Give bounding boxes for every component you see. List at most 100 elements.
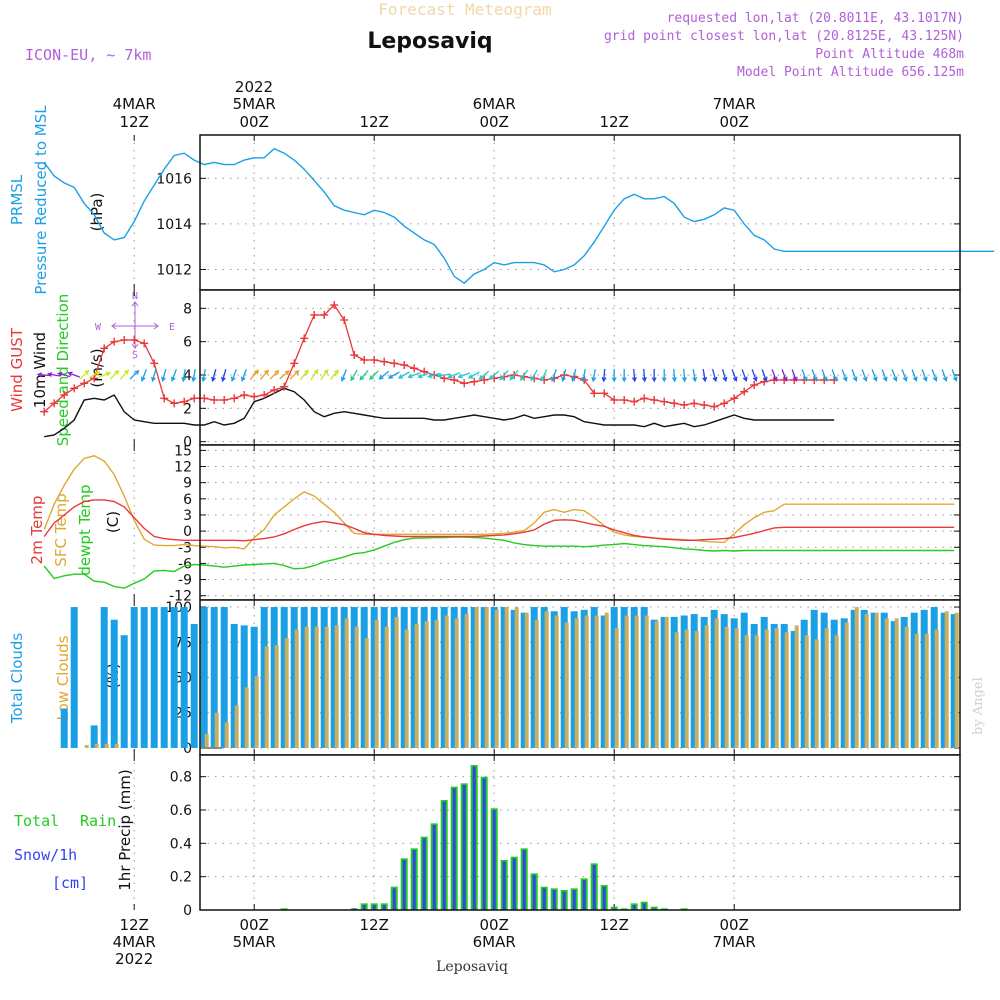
credit-watermark: by Angel <box>971 677 986 735</box>
gust-marker <box>220 396 229 404</box>
dewpt-label: dewpt Temp <box>76 484 94 575</box>
bar-low-clouds <box>244 687 249 748</box>
bar-low-clouds <box>294 629 299 748</box>
bar-total-clouds <box>210 607 218 748</box>
bar-low-clouds <box>954 612 959 748</box>
y-tick-label: 3 <box>183 508 192 524</box>
panel-bg <box>200 755 960 910</box>
bar-rain <box>680 908 688 910</box>
bar-low-clouds <box>884 618 889 748</box>
bar-total-clouds <box>420 607 428 748</box>
bar-total-clouds <box>250 626 258 748</box>
bar-total-clouds <box>310 607 318 748</box>
gust-marker <box>70 384 79 393</box>
wind-arrow <box>289 369 300 380</box>
bar-total-clouds <box>710 609 718 748</box>
wind-arrow <box>831 369 838 382</box>
bar-total-clouds <box>760 616 768 748</box>
bar-total-clouds <box>350 607 358 748</box>
bar-total-clouds <box>370 607 378 748</box>
bottom-hour-label: 12Z <box>360 916 389 934</box>
bar-low-clouds <box>544 611 549 748</box>
gust-marker <box>150 359 159 368</box>
snow-label: Snow/1h <box>14 846 77 864</box>
bar-low-clouds <box>824 628 829 748</box>
bar-low-clouds <box>84 745 89 748</box>
grid-point-coords: grid point closest lon,lat (20.8125E, 43… <box>604 29 964 44</box>
wind-arrow <box>671 368 677 383</box>
bar-low-clouds <box>594 615 599 748</box>
bar-total-clouds <box>700 616 708 748</box>
panel-bg <box>200 135 960 290</box>
gust-marker <box>230 394 239 403</box>
top-date-label: 7MAR <box>713 95 756 113</box>
gust-marker <box>130 336 139 344</box>
bar-total-clouds <box>840 618 848 748</box>
gust-marker <box>600 389 609 398</box>
wind-arrow <box>951 369 958 382</box>
bar-snow <box>412 850 416 910</box>
wind-arrow <box>561 369 567 383</box>
bar-total-clouds <box>680 615 688 748</box>
wind-arrow <box>397 371 410 379</box>
product-title: Forecast Meteogram <box>378 0 551 19</box>
wind-arrow <box>240 369 247 382</box>
bar-total-clouds <box>940 612 948 748</box>
bar-total-clouds <box>240 625 248 748</box>
bar-snow <box>372 905 376 910</box>
y-tick-label: 0.2 <box>170 870 192 886</box>
wind-arrow <box>741 369 748 382</box>
wind-arrow <box>851 369 858 382</box>
gust-marker <box>140 339 149 348</box>
wind-arrow <box>181 368 187 383</box>
bar-low-clouds <box>564 622 569 748</box>
series-10m-wind <box>44 387 835 438</box>
y-tick-label: 8 <box>183 301 192 317</box>
gust-marker <box>390 359 399 368</box>
bar-total-clouds <box>730 618 738 748</box>
gust-marker <box>710 402 719 411</box>
y-tick-label: 1014 <box>156 217 192 233</box>
series-sfc-temp <box>43 455 955 550</box>
bar-snow <box>652 908 656 910</box>
gust-marker <box>670 399 679 408</box>
bottom-hour-label: 12Z <box>600 916 629 934</box>
bottom-hour-label: 00Z <box>240 916 269 934</box>
wind-arrow <box>702 368 708 383</box>
bar-rain <box>660 908 668 910</box>
bar-total-clouds <box>900 616 908 748</box>
bottom-date-label: 7MAR <box>713 933 756 951</box>
bar-total-clouds <box>630 607 638 748</box>
wind-arrow <box>601 368 607 383</box>
bar-snow <box>452 788 456 910</box>
bar-total-clouds <box>390 607 398 748</box>
bar-snow <box>562 891 566 910</box>
bar-low-clouds <box>414 623 419 748</box>
bar-total-clouds <box>690 614 698 748</box>
gust-marker <box>410 364 419 373</box>
bar-snow <box>612 908 616 910</box>
wind-arrow <box>387 371 400 379</box>
wind-arrow <box>249 369 259 381</box>
panel-5: 0 0.2 0.4 0.6 0.8 <box>133 754 961 919</box>
bar-total-clouds <box>520 612 528 748</box>
panel-frame <box>199 754 961 911</box>
bar-low-clouds <box>534 619 539 748</box>
bar-total-clouds <box>650 619 658 748</box>
bar-total-clouds <box>470 607 478 748</box>
gust-marker <box>100 344 109 353</box>
wind-arrow <box>499 369 509 381</box>
bar-total-clouds <box>290 607 298 748</box>
bar-total-clouds <box>950 614 958 748</box>
bar-snow <box>472 766 476 910</box>
gust-marker <box>610 396 619 404</box>
wind-arrow <box>191 368 197 383</box>
bar-total-clouds <box>830 619 838 748</box>
y-tick-label: 2 <box>183 401 192 417</box>
gust-marker <box>170 399 179 408</box>
gust-marker <box>640 394 649 403</box>
svg-text:N: N <box>132 291 138 302</box>
wind-arrow <box>161 369 167 383</box>
bar-low-clouds <box>454 618 459 748</box>
